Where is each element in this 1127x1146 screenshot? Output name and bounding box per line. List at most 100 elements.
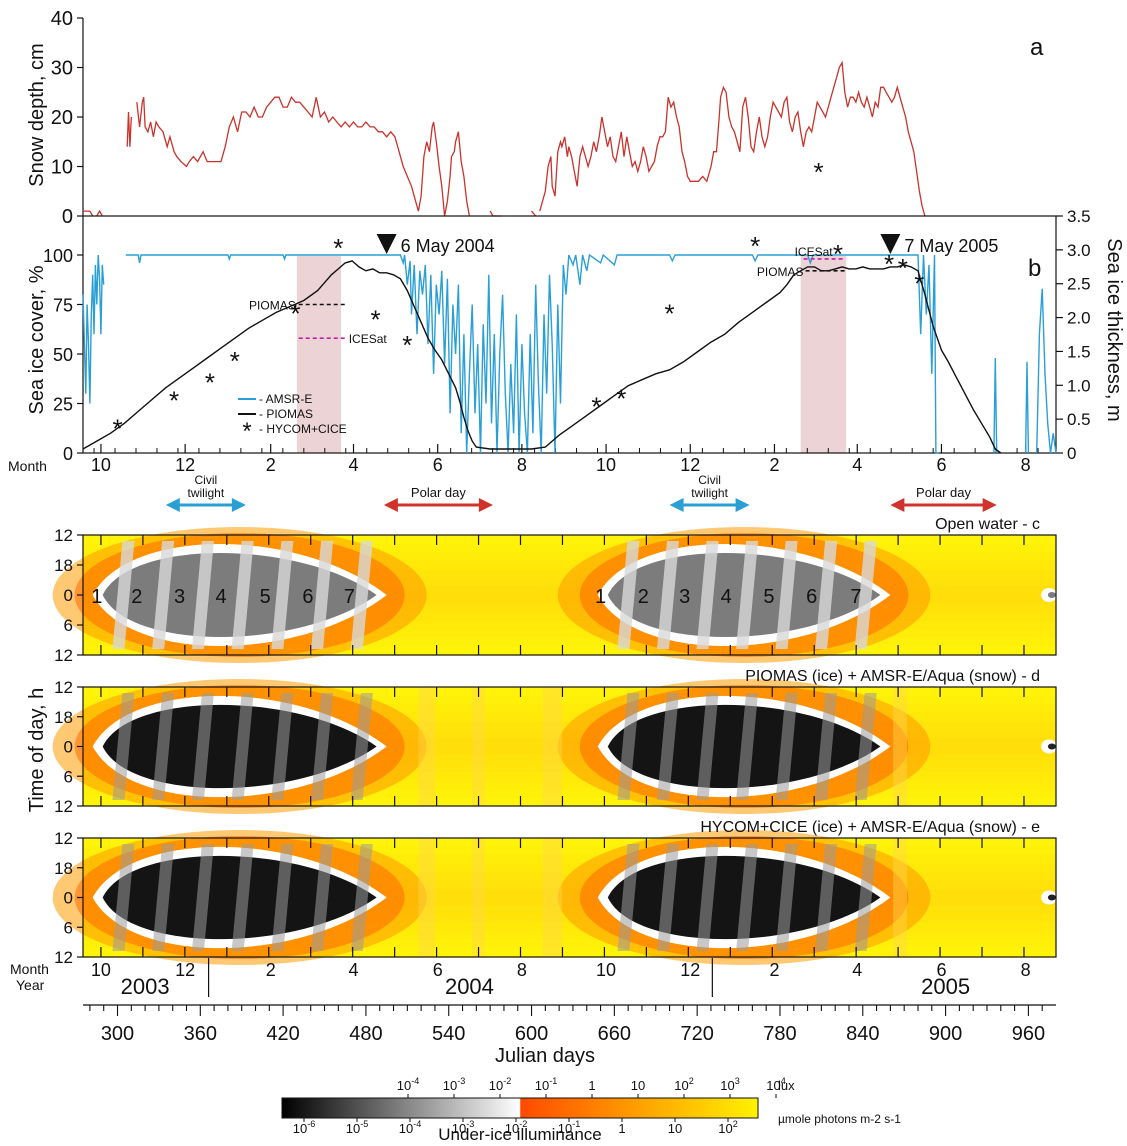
period-arrow-head: [735, 498, 750, 512]
panel-a-label: a: [1030, 34, 1044, 61]
heatmap-lunar-stripe: [656, 693, 679, 800]
period-arrow-head: [669, 498, 684, 512]
julian-tick-label: 960: [1012, 1023, 1045, 1045]
event-triangle-marker: [376, 234, 397, 254]
panel-b-hycom-star: *: [333, 233, 343, 263]
colorbar-top-label: 10: [631, 1078, 645, 1093]
heatmap-lunar-stripe: [311, 541, 334, 649]
panel-a-star-marker: *: [814, 157, 824, 187]
heatmap-phase-number: 1: [595, 586, 606, 608]
heatmap-background-band: [83, 797, 1056, 807]
panel-b-annotations: PIOMAS ICESat ICESat PIOMAS: [249, 245, 848, 346]
colorbar-top-label: 1: [588, 1078, 595, 1093]
heatmap-streak: [418, 687, 435, 806]
colorbar-top-label: 10-4: [397, 1076, 420, 1093]
panel-b-month-label: Month: [8, 458, 47, 474]
panel-b-ytick-label: 100: [43, 246, 73, 266]
heatmap-background-band: [83, 940, 1056, 950]
panel-b-shaded-period: [800, 256, 847, 453]
heatmap-title: Open water - c: [935, 516, 1040, 533]
period-arrow-head: [982, 498, 997, 512]
panel-a-ytick-label: 40: [51, 8, 73, 30]
heatmap-lunar-stripe: [854, 693, 877, 800]
heatmap-phase-number: 7: [344, 586, 355, 608]
panel-b-hycom-star: *: [616, 384, 626, 414]
julian-tick-label: 840: [846, 1023, 879, 1045]
heatmap-background-band: [83, 646, 1056, 656]
julian-tick-label: 420: [266, 1023, 299, 1045]
heatmap-streak: [472, 687, 485, 806]
heatmap-lunar-stripe: [191, 844, 214, 951]
heatmap-lunar-stripe: [815, 541, 838, 649]
colorbar-top-unit: lux: [778, 1078, 795, 1093]
bottom-month-tick: 2: [769, 960, 779, 980]
panel-b-hycom-star: *: [402, 330, 412, 360]
heatmap-streak: [542, 838, 562, 957]
heatmap-lunar-stripe: [854, 541, 877, 649]
panel-b-month-ticks: 10 12 2 4 6 8 10 12 2 4 6 8: [91, 444, 1039, 475]
panel-b-month-label: 8: [1021, 455, 1031, 475]
bottom-year-label: Year: [16, 977, 45, 993]
heatmap-lunar-stripe: [656, 844, 679, 951]
panel-b-ytick-label: 25: [53, 395, 73, 415]
panel-b-events: 6 May 2004 7 May 2005: [376, 234, 998, 256]
heatmap-background-band: [83, 543, 1056, 553]
heatmap-right-spot-core: [1047, 592, 1056, 598]
panel-b-y2-ticks: 0 0.5 1.0 1.5 2.0 2.5 3.0 3.5: [1056, 207, 1091, 463]
heatmap-phase-number: 7: [850, 586, 861, 608]
period-arrow-head: [478, 498, 493, 512]
julian-tick-label: 720: [680, 1023, 713, 1045]
bottom-month-tick: 8: [1021, 960, 1031, 980]
heatmap-lunar-stripe: [815, 693, 838, 800]
panel-b-ytick-label: 0: [63, 444, 73, 464]
panel-b-y2tick-label: 1.5: [1067, 342, 1091, 361]
panel-a-snow-depth: 0 10 20 30 40 * a Snow depth, cm: [26, 8, 1044, 228]
bottom-month-tick: 12: [680, 960, 700, 980]
heatmap-lunar-stripe: [231, 844, 254, 951]
colorbar-labels: 10-4 10-3 10-2 10-1 1 10 102 103 104 10-6 10-5 10-4…: [293, 1076, 786, 1136]
heatmap-phase-number: 6: [302, 586, 313, 608]
heatmap-ytick-label: 12: [54, 797, 73, 816]
heatmap-lunar-stripe: [191, 541, 214, 649]
panel-b-ytick-label: 75: [53, 296, 73, 316]
heatmap-ytick-label: 0: [64, 738, 73, 757]
colorbar-bottom-unit: µmole photons m-2 s-1: [778, 1112, 901, 1126]
heatmap-lunar-stripe: [736, 844, 759, 951]
panel-b-hycom-star: *: [112, 413, 122, 443]
heatmap-ytick-label: 6: [64, 918, 73, 937]
panel-a-ylabel: Snow depth, cm: [26, 43, 48, 186]
panel-b-month-label: 6: [433, 455, 443, 475]
legend-label: - PIOMAS: [259, 407, 313, 421]
panel-b-month-label: 4: [852, 455, 862, 475]
panel-a-ytick-label: 20: [51, 107, 73, 129]
panel-b-y2tick-label: 3.5: [1067, 207, 1091, 226]
panel-b-month-label: 2: [266, 455, 276, 475]
heatmap-phase-number: 1: [91, 586, 102, 608]
heatmap-ytick-label: 12: [54, 829, 73, 848]
panel-b-month-label: 4: [349, 455, 359, 475]
bottom-month-label: Month: [10, 961, 49, 977]
heatmap-lunar-stripe: [775, 541, 798, 649]
panel-b-hycom-star: *: [914, 269, 924, 299]
colorbar-bottom-label: 10-2: [505, 1119, 528, 1136]
panel-b-ylabel: Sea ice cover, %: [26, 265, 48, 414]
panel-b-hycom-star: *: [205, 368, 215, 398]
panel-b-hycom-star: *: [290, 298, 300, 328]
panel-b-label: b: [1028, 255, 1041, 282]
panel-b-ytick-label: 50: [53, 345, 73, 365]
panel-a-snow-line: [489, 210, 502, 217]
bottom-month-tick: 6: [936, 960, 946, 980]
heatmap-ytick-label: 12: [54, 646, 73, 665]
panel-b-amsr-e-line: [82, 254, 105, 404]
heatmap-lunar-stripe: [696, 541, 719, 649]
panel-a-y-ticks: 0 10 20 30 40: [51, 8, 83, 228]
panel-b-amsr-e-line: [993, 357, 998, 454]
heatmap-lunar-stripe: [152, 541, 175, 649]
heatmap-background-band: [83, 637, 1056, 648]
panel-b-y2tick-label: 1.0: [1067, 376, 1091, 395]
heatmap-background-band: [83, 855, 1056, 865]
